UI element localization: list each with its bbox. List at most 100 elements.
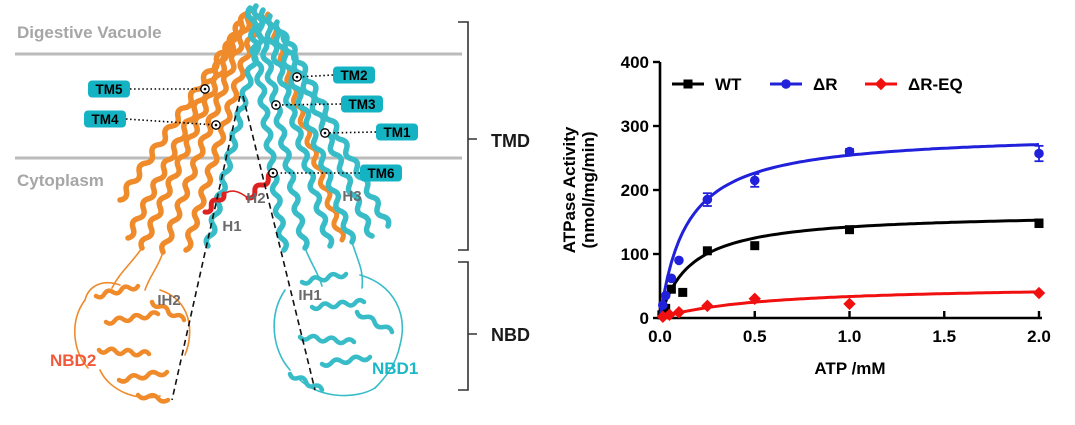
data-point [1034, 148, 1044, 159]
tm-helix-orange [138, 11, 249, 251]
loop-strand [273, 289, 291, 371]
nbd1-helix [319, 354, 373, 368]
y-axis-title-line1: ATPase Activity [560, 126, 579, 253]
helix-label-ih2: IH2 [157, 292, 180, 309]
tm-tag-text: TM1 [384, 125, 411, 140]
tm-helix-orange [159, 7, 255, 255]
tm-helix-cyan [258, 7, 335, 249]
loop-strand [374, 344, 401, 389]
tm-tag-box [376, 123, 418, 141]
tm-tags: TM5 TM4 TM2 TM3 TM1 TM6 [84, 66, 418, 182]
data-point [845, 225, 854, 235]
protein-structure-panel: Digestive Vacuole Cytoplasm TM5 TM4 TM2 TM3… [15, 3, 530, 404]
loop-strand [84, 281, 121, 301]
nbd2-helix [116, 369, 170, 384]
data-point [748, 292, 761, 306]
atpase-activity-chart: 0 100 200 300 400 0.0 0.5 1.0 1.5 2.0 WT ΔR ΔR-EQ A… [560, 53, 1051, 378]
loop-strand [99, 369, 161, 399]
x-tick-label: 2.0 [1027, 327, 1051, 346]
x-tick-label: 0.5 [743, 327, 767, 346]
nbd1-label: NBD1 [372, 359, 418, 378]
tm-helix-cyan [251, 3, 310, 251]
nbd1-helix [297, 333, 357, 346]
tm-anchor-dot [323, 131, 327, 135]
tm-tag-tm4: TM4 [84, 110, 221, 130]
helix-label-h2: H2 [246, 190, 265, 207]
legend-marker-diamond [874, 77, 888, 91]
tmd-bracket-label: TMD [491, 131, 530, 151]
data-point [843, 297, 856, 311]
red-helix-h1 [202, 191, 227, 215]
data-point [660, 290, 671, 301]
tm-helix-cyan [245, 5, 289, 253]
x-tick-label: 1.0 [838, 327, 862, 346]
tm-anchor-dot [203, 87, 207, 91]
tm-tag-box [360, 164, 402, 182]
loop-strand [304, 247, 323, 287]
tm-helix-orange [183, 13, 261, 253]
data-point [674, 255, 684, 266]
y-tick-label: 100 [621, 245, 649, 264]
y-tick-label: 200 [621, 181, 649, 200]
tm-anchor-dot [271, 171, 275, 175]
legend-label: WT [715, 75, 742, 94]
chart-legend: WT ΔR ΔR-EQ [672, 75, 963, 94]
nbd2-label: NBD2 [50, 351, 96, 370]
loop-strand [144, 251, 164, 291]
data-point [1032, 286, 1046, 300]
x-axis-title: ATP /mM [814, 359, 885, 378]
tm-leader-line [324, 131, 377, 134]
nbd-bracket [458, 261, 477, 391]
helix-label-ih1: IH1 [298, 287, 321, 304]
nbd2-helix [103, 310, 161, 326]
x-tick-label: 1.5 [932, 327, 956, 346]
loop-strand [111, 247, 143, 289]
nbd1-helix [287, 371, 325, 393]
y-tick-label: 400 [621, 53, 649, 72]
tmd-bracket [458, 21, 477, 251]
data-point [1034, 218, 1044, 228]
legend-marker-circle [781, 79, 791, 89]
cytoplasm-label: Cytoplasm [17, 171, 104, 190]
tm-helix-cyan [280, 31, 392, 229]
loop-strand [351, 241, 364, 289]
dashed-guides [171, 95, 316, 401]
chart-axes: 0 100 200 300 400 0.0 0.5 1.0 1.5 2.0 [621, 53, 1051, 346]
tm-tag-box [341, 95, 383, 113]
loop-strand [159, 289, 191, 356]
loop-strand [299, 379, 376, 397]
tm-helix-orange [117, 31, 239, 203]
tm-tag-text: TM3 [349, 97, 376, 112]
tm-tag-text: TM4 [92, 112, 119, 127]
y-tick-label: 0 [640, 309, 649, 328]
nbd1-helix [354, 309, 395, 335]
x-tick-label: 0.0 [648, 327, 672, 346]
tm-tag-tm2: TM2 [292, 66, 375, 84]
legend-item-WT: WT [672, 75, 742, 94]
chart-series [656, 143, 1046, 323]
tm-tag-box [88, 80, 130, 98]
data-point [702, 194, 713, 205]
nbd1-helix [309, 297, 367, 312]
nbd1-helix [299, 271, 349, 286]
data-point [678, 287, 688, 297]
data-point [666, 284, 676, 294]
series-ΔR [658, 143, 1044, 319]
tm-tag-tm6: TM6 [268, 164, 402, 182]
tm-tag-tm1: TM1 [320, 123, 418, 141]
nbd-bracket-label: NBD [491, 325, 530, 345]
nbd2-helix [149, 299, 187, 323]
tm-tag-tm5: TM5 [88, 80, 210, 98]
loop-strand [359, 274, 404, 346]
data-point [844, 146, 855, 157]
data-point [672, 306, 686, 319]
tm-leader-line [275, 103, 342, 106]
data-point [749, 175, 760, 186]
legend-label: ΔR [813, 75, 838, 94]
tm-tag-tm3: TM3 [271, 95, 383, 113]
series-WT [657, 218, 1044, 320]
helix-label-h1: H1 [222, 218, 241, 235]
tm-tag-text: TM2 [341, 68, 368, 83]
digestive-vacuole-label: Digestive Vacuole [17, 23, 162, 42]
tm-helix-orange [125, 19, 244, 241]
